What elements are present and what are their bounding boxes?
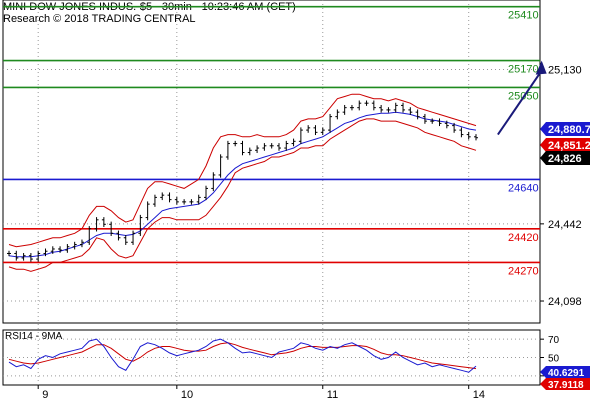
rsi-value-tag-label: 40.6291: [548, 368, 585, 379]
forecast-arrow-head: [535, 60, 547, 75]
price-tag: [540, 151, 590, 165]
price-tag-label: 24,851.2: [548, 140, 590, 152]
time-tick-label: 11: [327, 389, 338, 400]
price-tick-label: 24,098: [548, 296, 582, 308]
rsi-line: [8, 338, 477, 373]
rsi-ma-line: [8, 342, 477, 370]
rsi-value-tag: [540, 366, 590, 378]
upper-band-line: [8, 93, 477, 248]
level-label: 25410: [508, 10, 539, 22]
level-label: 24640: [508, 182, 539, 194]
time-tick-label: 9: [42, 389, 48, 400]
time-tick-label: 14: [473, 389, 485, 400]
rsi-tick-label: 50: [548, 354, 560, 365]
rsi-value-tag-label: 37.9118: [548, 380, 584, 391]
price-tag-label: 24,880.7: [548, 124, 590, 136]
price-tick-label: 25,130: [548, 65, 582, 77]
price-tick-label: 24,442: [548, 219, 582, 231]
price-panel-frame: [2, 0, 541, 324]
price-tag-label: 24,826: [548, 153, 582, 165]
rsi-tick-label: 70: [548, 335, 560, 346]
time-tick-label: 10: [181, 389, 193, 400]
rsi-value-tag: [540, 378, 590, 390]
forecast-arrow-shaft: [497, 69, 543, 136]
price-tag: [540, 122, 590, 136]
chart-copyright: Research © 2018 TRADING CENTRAL: [3, 13, 196, 25]
moving-average-line: [8, 111, 477, 258]
rsi-title: RSI14 - 9MA: [5, 331, 63, 342]
level-label: 25170: [508, 64, 539, 76]
level-label: 24420: [508, 232, 539, 244]
level-label: 24270: [508, 265, 539, 277]
price-tag: [540, 138, 590, 152]
lower-band-line: [8, 118, 477, 272]
